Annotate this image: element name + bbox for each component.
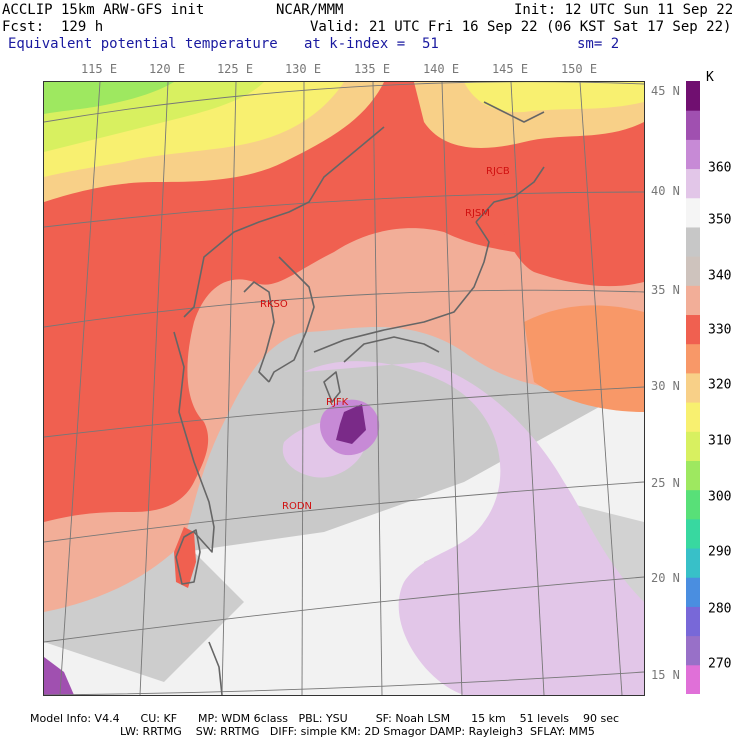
cool-region — [464, 82, 644, 113]
colorbar-tick: 300 — [708, 489, 732, 505]
model-info-line1: Model Info: V4.4 CU: KF MP: WDM 6class P… — [30, 712, 620, 725]
lat-label: 25 N — [651, 476, 680, 490]
colorbar-tick: 320 — [708, 377, 732, 393]
colorbar-swatch — [686, 402, 700, 432]
colorbar-swatch — [686, 110, 700, 140]
model-info-line2: LW: RRTMG SW: RRTMG DIFF: simple KM: 2D … — [120, 725, 595, 738]
colorbar-tick: 280 — [708, 601, 732, 617]
lon-label: 150 E — [560, 62, 598, 76]
colorbar-swatch — [686, 372, 700, 403]
colorbar-swatch — [686, 197, 700, 228]
organization-label: NCAR/MMM — [276, 2, 344, 18]
colorbar-swatch — [686, 81, 700, 111]
colorbar-tick: 270 — [708, 656, 732, 672]
lon-label: 130 E — [284, 62, 322, 76]
lilac-region — [304, 361, 644, 695]
graticule — [44, 82, 644, 695]
lon-label: 120 E — [148, 62, 186, 76]
warm-region — [524, 305, 644, 412]
colorbar-unit: K — [706, 70, 714, 85]
colorbar-swatch — [686, 314, 700, 345]
typhoon-eye — [336, 404, 366, 444]
station-label: RJFK — [326, 397, 349, 408]
lat-label: 20 N — [651, 571, 680, 585]
forecast-hour: Fcst: 129 h — [2, 19, 104, 35]
colorbar-swatch — [686, 577, 700, 607]
colorbar-tick: 310 — [708, 433, 732, 449]
lon-label: 140 E — [422, 62, 460, 76]
lon-label: 125 E — [216, 62, 254, 76]
colorbar-swatch — [686, 518, 700, 549]
coastlines — [173, 101, 545, 695]
init-time: Init: 12 UTC Sun 11 Sep 22 — [514, 2, 734, 18]
valid-time: Valid: 21 UTC Fri 16 Sep 22 (06 KST Sat … — [310, 19, 732, 35]
theta-e-map: RJCB RJSM RKSO RJFK RODN — [43, 81, 645, 696]
level-label: at k-index = 51 — [304, 36, 439, 52]
colorbar-tick: 350 — [708, 212, 732, 228]
field-name: Equivalent potential temperature — [8, 36, 278, 52]
cool-region — [44, 82, 174, 114]
colorbar-swatch — [686, 285, 700, 316]
model-title: ACCLIP 15km ARW-GFS init — [2, 2, 205, 18]
colorbar-tick: 290 — [708, 544, 732, 560]
lat-label: 35 N — [651, 283, 680, 297]
station-markers: RJCB RJSM RKSO RJFK RODN — [260, 166, 510, 512]
colorbar-swatch — [686, 139, 700, 170]
station-label: RJCB — [486, 166, 510, 177]
colorbar-tick: 330 — [708, 322, 732, 338]
colorbar-swatch — [686, 431, 700, 461]
colorbar-tick: 360 — [708, 160, 732, 176]
colorbar-swatch — [686, 460, 700, 491]
lat-label: 40 N — [651, 184, 680, 198]
lon-label: 135 E — [353, 62, 391, 76]
station-label: RODN — [282, 501, 312, 512]
colorbar — [686, 81, 700, 694]
colorbar-swatch — [686, 226, 700, 257]
station-label: RKSO — [260, 299, 288, 310]
lat-label: 30 N — [651, 379, 680, 393]
colorbar-swatch — [686, 548, 700, 578]
hot-region — [484, 142, 644, 287]
colorbar-swatch — [686, 664, 700, 694]
colorbar-swatch — [686, 489, 700, 520]
sw-corner-purple — [44, 657, 74, 695]
smoothing-label: sm= 2 — [577, 36, 620, 52]
colorbar-swatch — [686, 343, 700, 374]
lat-label: 45 N — [651, 84, 680, 98]
station-label: RJSM — [465, 208, 490, 219]
colorbar-tick: 340 — [708, 268, 732, 284]
colorbar-swatch — [686, 606, 700, 637]
lat-label: 15 N — [651, 668, 680, 682]
colorbar-swatch — [686, 635, 700, 666]
colorbar-swatch — [686, 256, 700, 286]
lon-label: 115 E — [80, 62, 118, 76]
colorbar-swatch — [686, 168, 700, 199]
lon-label: 145 E — [491, 62, 529, 76]
